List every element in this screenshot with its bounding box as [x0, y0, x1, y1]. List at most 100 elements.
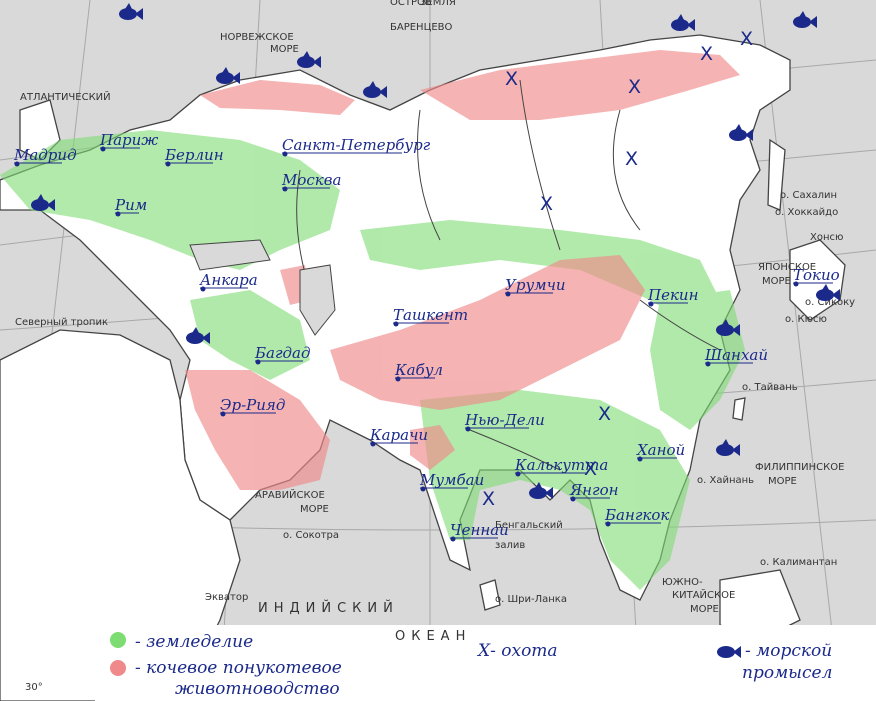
fish-icon — [216, 67, 240, 84]
fish-icon — [186, 327, 210, 344]
hunting-mark: Х — [505, 68, 518, 90]
geo-label: МОРЕ — [768, 476, 797, 487]
legend-fish-icon — [717, 646, 741, 658]
city-label: Калькутта — [514, 456, 608, 474]
city-label: Шанхай — [704, 346, 768, 364]
city-label: Урумчи — [505, 276, 566, 294]
geo-label: о. Хоккайдо — [775, 207, 838, 218]
city-label: Париж — [99, 131, 158, 149]
legend-fishing-label-2: промысел — [742, 663, 832, 683]
geo-label: АРАВИЙСКОЕ — [255, 488, 325, 501]
city-label: Бангкок — [604, 506, 669, 524]
fish-icon — [671, 14, 695, 31]
city-label: Мумбаи — [419, 471, 484, 489]
hunting-mark: Х — [740, 28, 753, 50]
sakhalin-land — [767, 138, 786, 211]
fish-icon — [793, 11, 817, 28]
fish-icon — [31, 194, 55, 211]
geo-label: Экватор — [205, 592, 248, 603]
fish-icon — [119, 3, 143, 20]
geo-label: ЮЖНО- — [662, 577, 703, 588]
legend-hunting-label: Х- охота — [476, 641, 558, 661]
geo-label: ИНДИЙСКИЙ — [258, 600, 399, 616]
city-label: Рим — [114, 196, 147, 214]
geo-label: 30° — [25, 682, 43, 693]
legend-agriculture-swatch — [110, 632, 126, 648]
black-sea — [189, 239, 271, 271]
legend: - земледелие - кочевое понукотевое живот… — [110, 632, 832, 699]
geo-label: ЯПОНСКОЕ — [758, 262, 816, 273]
geo-label: о. Хайнань — [697, 475, 754, 486]
fish-icon — [716, 319, 740, 336]
legend-nomadic-label-2: животноводство — [175, 679, 340, 699]
geo-label: о. Шри-Ланка — [495, 594, 567, 605]
geo-labels: НОРВЕЖСКОЕМОРЕБАРЕНЦЕВООСТРОВЗЕМЛЯАРАВИЙ… — [15, 0, 855, 693]
fish-icons — [31, 3, 840, 499]
geo-label: залив — [495, 540, 525, 551]
hunting-mark: Х — [584, 458, 597, 480]
city-labels: Мадрид Париж Берлин Рим Санкт-Петербург Москв… — [13, 131, 840, 542]
city-label: Ташкент — [393, 306, 468, 324]
city-label: Ханой — [636, 441, 685, 459]
city-label: Багдад — [254, 344, 311, 362]
city-label: Янгон — [569, 481, 619, 499]
geo-label: МОРЕ — [300, 504, 329, 515]
geo-label: о. Тайвань — [742, 382, 798, 393]
geo-label: о. Кюсю — [785, 314, 827, 325]
legend-nomadic-swatch — [110, 660, 126, 676]
fish-icon — [529, 482, 553, 499]
caspian-sea — [299, 264, 336, 336]
city-label: Эр-Рияд — [220, 396, 285, 414]
geo-label: Северный тропик — [15, 317, 108, 328]
legend-nomadic-label: - кочевое понукотевое — [135, 658, 342, 678]
city-label: Пекин — [647, 286, 698, 304]
geo-label: ОСТРОВ — [390, 0, 432, 8]
geo-label: НОРВЕЖСКОЕ — [220, 32, 294, 43]
city-label: Санкт-Петербург — [282, 136, 431, 154]
geo-label: о. Калимантан — [760, 557, 837, 568]
city-label: Токио — [793, 266, 840, 284]
geo-label: о. Сокотра — [283, 530, 339, 541]
geo-label: МОРЕ — [690, 604, 719, 615]
geo-label: КИТАЙСКОЕ — [672, 588, 735, 601]
city-label: Ченнаи — [450, 521, 509, 539]
fish-icon — [297, 51, 321, 68]
fish-icon — [816, 284, 840, 301]
geo-label: ОКЕАН — [395, 629, 471, 644]
city-label: Берлин — [164, 146, 224, 164]
nomadic-zones — [185, 50, 740, 490]
hunting-mark: Х — [700, 43, 713, 65]
fish-icon — [363, 81, 387, 98]
hunting-mark: Х — [598, 403, 611, 425]
geo-label: БАРЕНЦЕВО — [390, 22, 453, 33]
geo-label: МОРЕ — [762, 276, 791, 287]
city-label: Анкара — [199, 271, 258, 289]
fish-icon — [729, 124, 753, 141]
africa-land — [0, 329, 241, 701]
hunting-mark: Х — [482, 488, 495, 510]
geo-label: Бенгальский — [495, 520, 563, 531]
hunting-mark: Х — [625, 148, 638, 170]
geo-label: МОРЕ — [270, 44, 299, 55]
legend-agriculture-label: - земледелие — [135, 632, 253, 652]
geo-label: ФИЛИППИНСКОЕ — [755, 462, 844, 473]
geo-label: о. Сахалин — [780, 190, 837, 201]
geo-label: Хонсю — [810, 232, 843, 243]
city-label: Мадрид — [13, 146, 77, 164]
city-label: Москва — [281, 171, 341, 189]
geo-label: о. Сикоку — [805, 297, 855, 308]
city-label: Кабул — [394, 361, 443, 379]
city-label: Нью-Дели — [464, 411, 545, 429]
hunting-mark: Х — [540, 193, 553, 215]
taiwan-land — [732, 397, 746, 421]
city-label: Карачи — [369, 426, 428, 444]
geo-label: АТЛАНТИЧЕСКИЙ — [20, 90, 111, 103]
legend-fishing-label: - морской — [745, 641, 832, 661]
hunting-mark: Х — [628, 76, 641, 98]
srilanka-land — [479, 579, 501, 611]
fish-icon — [716, 439, 740, 456]
hunting-marks: Х Х Х Х Х Х Х Х Х — [482, 28, 753, 510]
legend-panel — [95, 625, 876, 701]
